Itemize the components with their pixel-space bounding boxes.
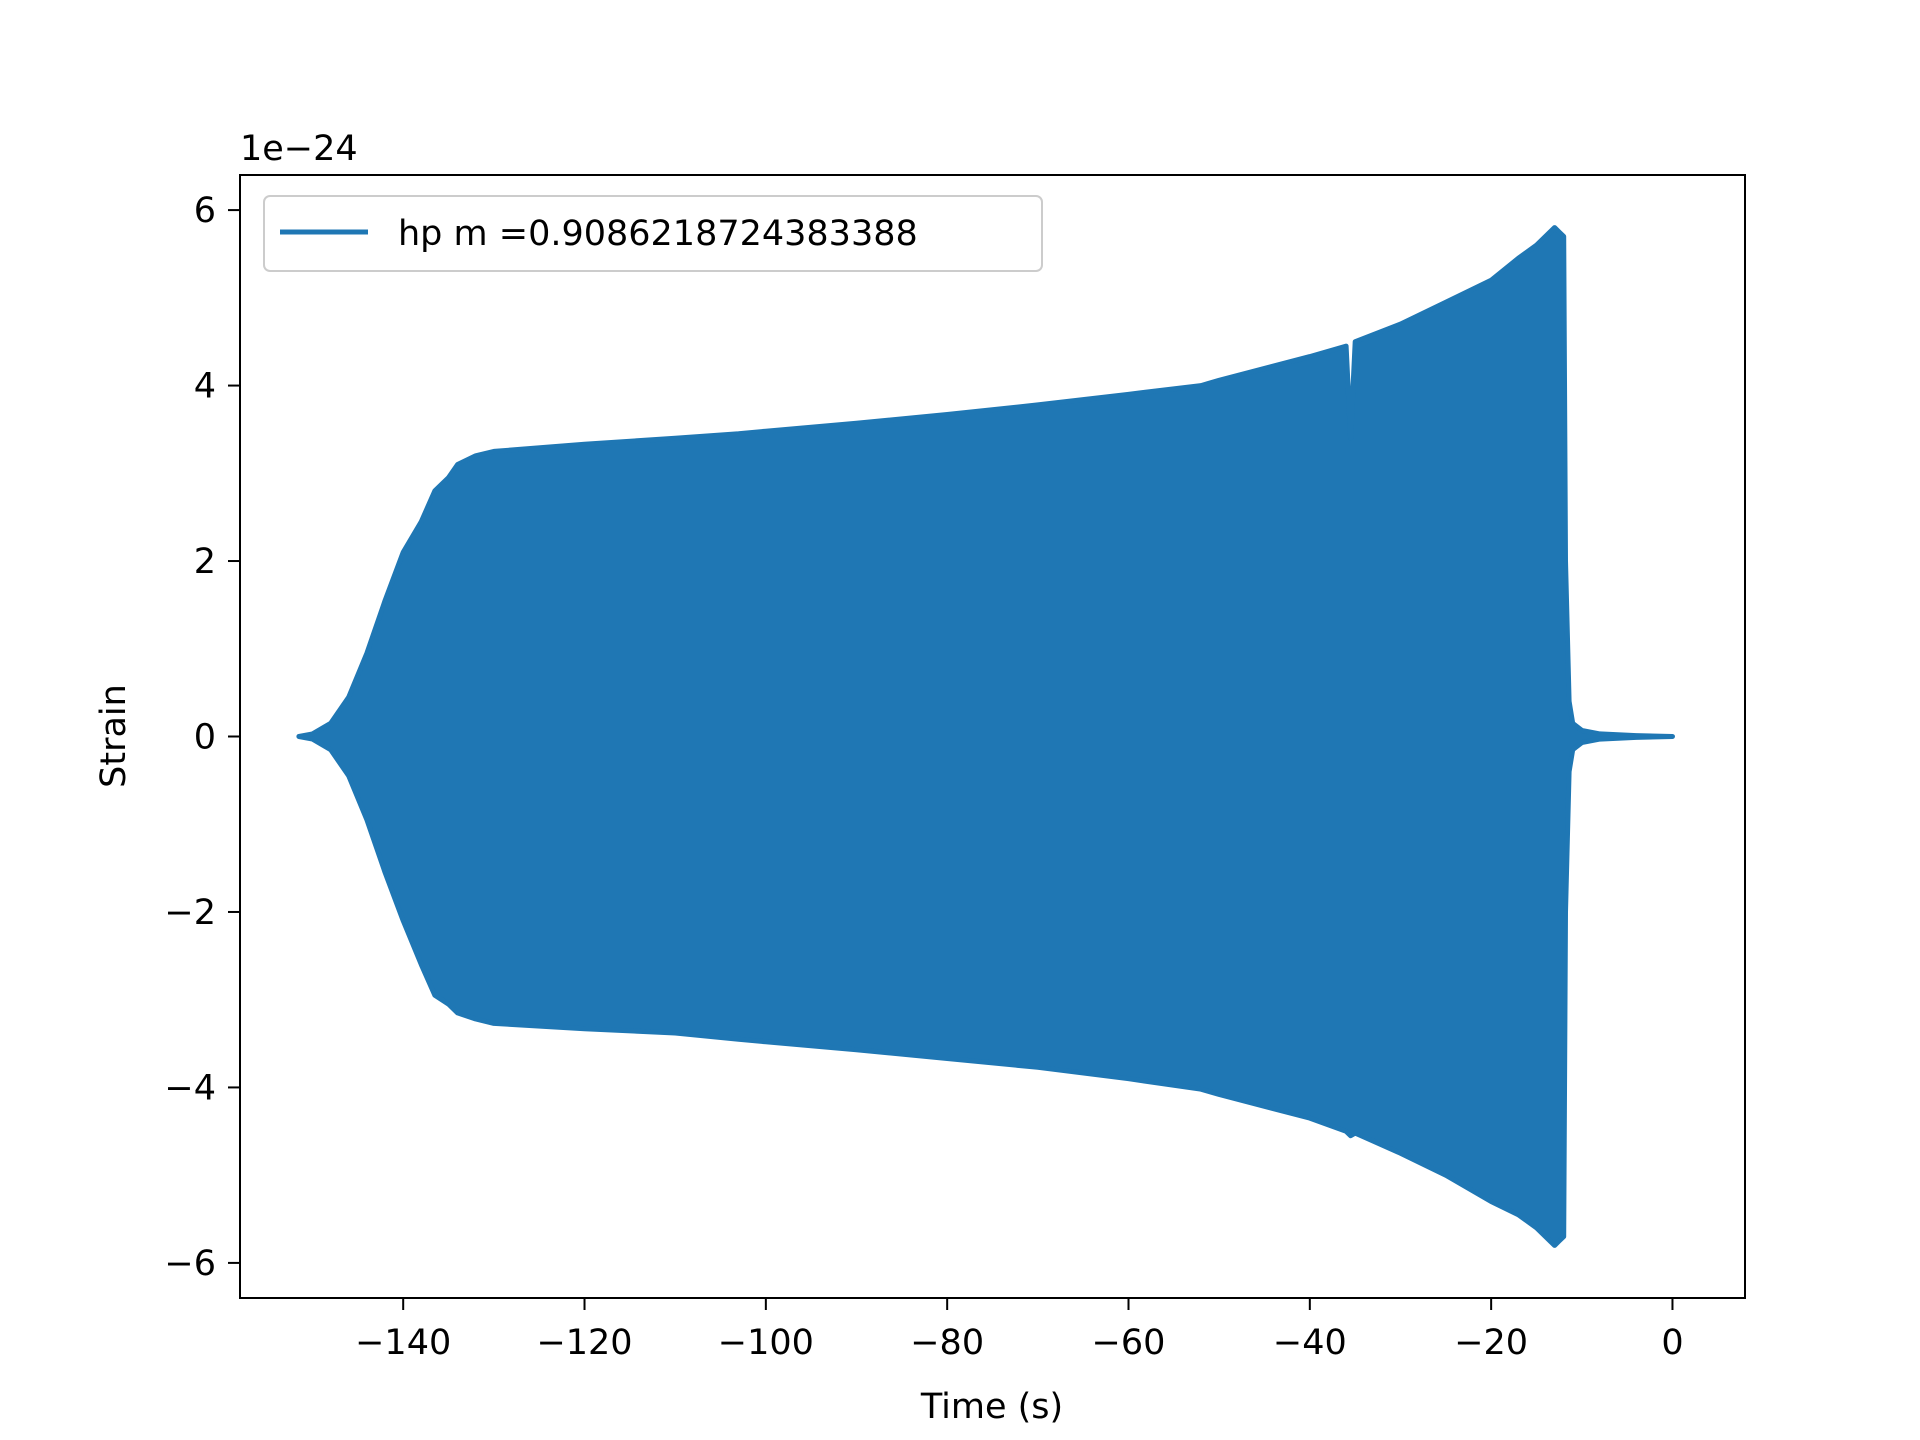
- x-tick-label: 0: [1661, 1323, 1683, 1363]
- x-tick-label: −120: [536, 1323, 632, 1363]
- x-axis-label: Time (s): [920, 1387, 1063, 1427]
- x-tick-label: −40: [1273, 1323, 1347, 1363]
- y-tick-label: 2: [194, 542, 216, 582]
- x-tick-label: −20: [1454, 1323, 1528, 1363]
- series-hp-band: [296, 225, 1675, 1248]
- y-tick-label: −4: [164, 1068, 216, 1108]
- y-axis-label: Strain: [94, 684, 134, 788]
- y-tick-label: 0: [194, 718, 216, 758]
- x-tick-label: −140: [355, 1323, 451, 1363]
- x-tick-label: −80: [910, 1323, 984, 1363]
- y-tick-label: −2: [164, 893, 216, 933]
- x-tick-label: −60: [1092, 1323, 1166, 1363]
- legend: hp m =0.9086218724383388: [263, 195, 1043, 272]
- y-tick-label: −6: [164, 1244, 216, 1284]
- y-offset-text: 1e−24: [240, 129, 358, 169]
- series-layer: [296, 225, 1675, 1248]
- x-axis: −140 −120 −100 −80 −60 −40 −20 0: [355, 1298, 1684, 1363]
- y-tick-label: 6: [194, 191, 216, 231]
- x-tick-label: −100: [718, 1323, 814, 1363]
- y-axis: −6 −4 −2 0 2 4 6: [164, 191, 240, 1284]
- y-tick-label: 4: [194, 367, 216, 407]
- legend-box: [263, 195, 1043, 272]
- legend-label: hp m =0.9086218724383388: [398, 214, 918, 254]
